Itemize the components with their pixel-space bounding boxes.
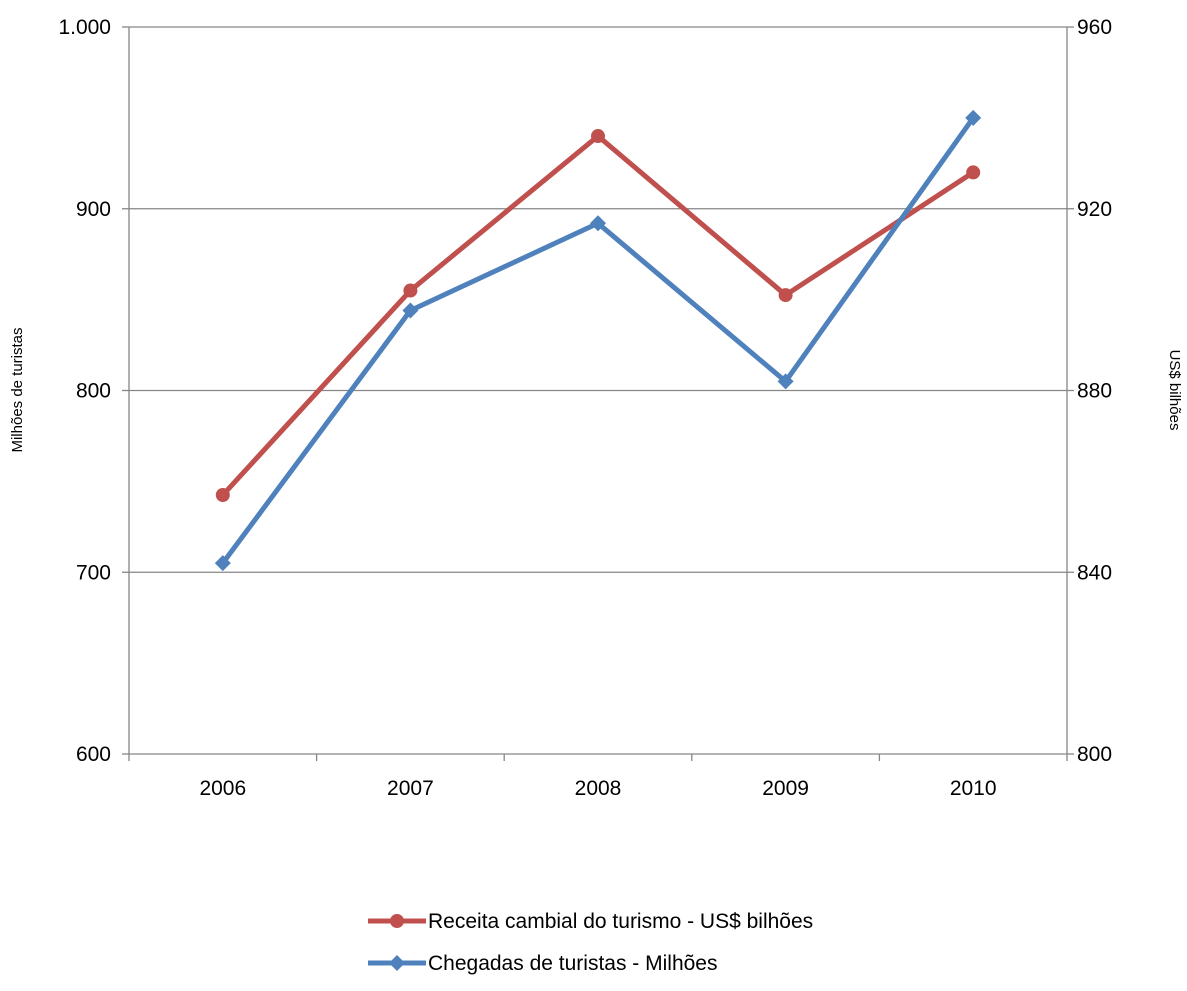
left-tick-label: 700 — [76, 561, 111, 584]
gridlines — [129, 26, 1067, 573]
left-axis-title: Milhões de turistas — [9, 327, 26, 452]
left-tick-label: 600 — [76, 743, 111, 766]
right-tick-label: 880 — [1077, 380, 1112, 403]
left-tick-label: 900 — [76, 198, 111, 221]
data-point — [402, 302, 419, 319]
data-point — [778, 288, 793, 303]
data-point — [214, 555, 231, 572]
legend-item: Receita cambial do turismo - US$ bilhões — [368, 910, 813, 933]
data-point — [777, 373, 794, 390]
right-tick-label: 800 — [1077, 743, 1112, 766]
x-tick-label: 2006 — [199, 777, 246, 800]
legend-swatch-marker — [390, 914, 404, 928]
right-tick-label: 840 — [1077, 561, 1112, 584]
legend: Receita cambial do turismo - US$ bilhões… — [368, 910, 813, 975]
x-tick-label: 2007 — [387, 777, 434, 800]
data-point — [403, 283, 418, 298]
data-point — [591, 129, 605, 144]
data-point — [215, 488, 230, 503]
series-receita — [215, 129, 981, 503]
legend-label: Chegadas de turistas - Milhões — [428, 952, 717, 975]
x-tick-label: 2010 — [950, 777, 997, 800]
x-tick-label: 2008 — [575, 777, 622, 800]
right-axis-ticks: 800 840 880 920 960 — [1067, 16, 1112, 766]
left-axis-ticks: 600 700 800 900 1.000 — [58, 16, 129, 766]
series-layer — [214, 109, 982, 572]
series-line — [220, 133, 975, 497]
series-line — [220, 116, 976, 565]
x-tick-label: 2009 — [762, 777, 809, 800]
right-tick-label: 920 — [1077, 198, 1112, 221]
legend-label: Receita cambial do turismo - US$ bilhões — [428, 910, 813, 933]
legend-item: Chegadas de turistas - Milhões — [368, 952, 717, 975]
right-axis-title: US$ bilhões — [1166, 350, 1183, 431]
left-tick-label: 800 — [76, 380, 111, 403]
legend-swatch-marker — [389, 955, 405, 971]
series-chegadas — [214, 109, 982, 572]
right-tick-label: 960 — [1077, 16, 1112, 39]
x-axis-ticks: 2006 2007 2008 2009 2010 — [128, 754, 1068, 800]
data-point — [965, 109, 982, 126]
left-tick-label: 1.000 — [58, 16, 111, 39]
data-point — [590, 215, 606, 232]
data-point — [966, 165, 981, 180]
